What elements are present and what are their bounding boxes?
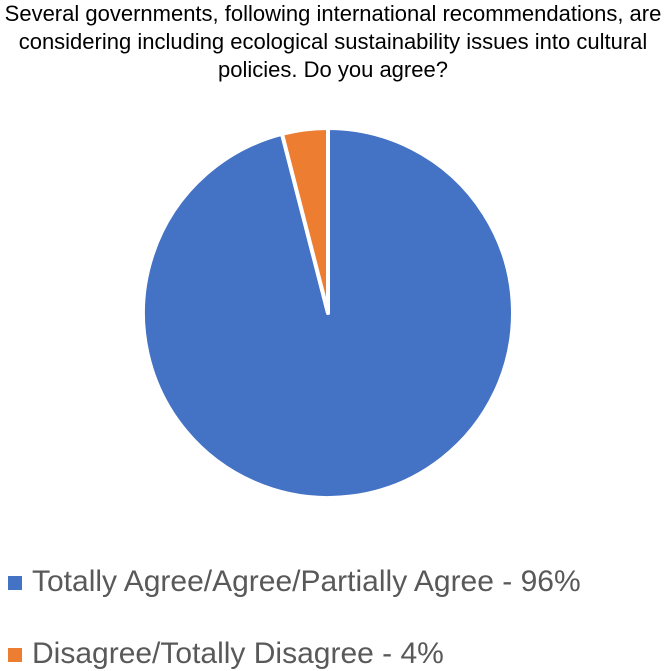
pie-slice: [279, 126, 330, 315]
legend-label: Disagree/Totally Disagree - 4%: [32, 637, 444, 670]
legend-swatch: [8, 648, 22, 662]
chart-title: Several governments, following internati…: [4, 1, 662, 82]
legend-label: Totally Agree/Agree/Partially Agree - 96…: [32, 565, 581, 598]
legend-swatch: [8, 576, 22, 590]
